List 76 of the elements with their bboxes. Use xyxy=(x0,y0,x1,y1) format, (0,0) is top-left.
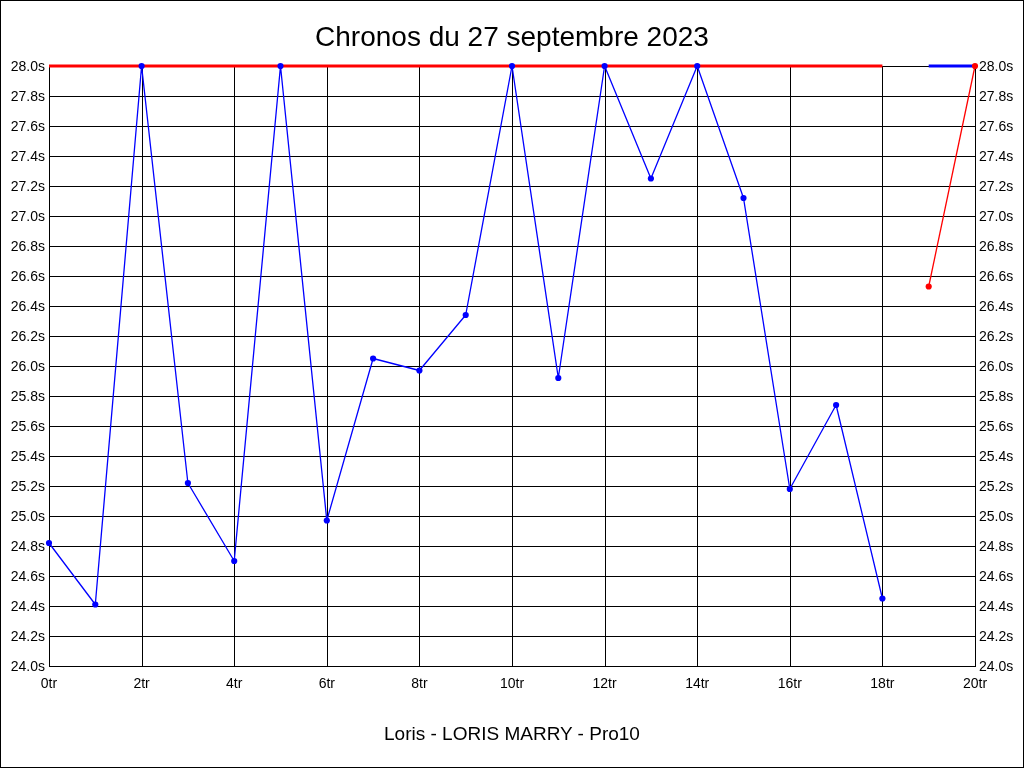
point xyxy=(647,175,654,182)
point xyxy=(925,283,932,290)
y-tick-label: 26.0s xyxy=(10,357,45,374)
point xyxy=(508,62,516,70)
y-tick-label: 25.8s xyxy=(10,387,45,404)
x-tick-label: 2tr xyxy=(133,675,151,691)
y-tick-label: 25.2s xyxy=(10,477,45,494)
point xyxy=(370,355,377,362)
y-tick-label: 24.2s xyxy=(10,627,45,644)
y-tick-label: 26.2s xyxy=(10,327,45,344)
y2-tick-label: 25.6s xyxy=(979,417,1014,434)
point xyxy=(323,517,330,524)
y2-tick-label: 27.8s xyxy=(979,87,1014,104)
y2-tick-label: 24.6s xyxy=(979,567,1014,584)
point xyxy=(231,557,238,565)
y-tick-label: 24.0s xyxy=(10,657,45,674)
y-tick-label: 27.4s xyxy=(10,147,45,164)
point xyxy=(694,62,701,70)
chart-title: Chronos du 27 septembre 2023 xyxy=(315,21,709,52)
y2-tick-label: 24.0s xyxy=(979,657,1014,674)
point xyxy=(879,595,886,602)
y2-tick-label: 26.2s xyxy=(979,327,1014,344)
y-tick-label: 26.8s xyxy=(10,237,45,254)
point xyxy=(555,374,562,382)
point xyxy=(416,367,423,374)
y-tick-label: 25.6s xyxy=(10,417,45,434)
point xyxy=(462,311,469,319)
y2-tick-label: 24.8s xyxy=(979,537,1014,554)
y2-tick-label: 27.4s xyxy=(979,147,1014,164)
y2-tick-label: 27.0s xyxy=(979,207,1014,224)
y2-tick-label: 26.4s xyxy=(979,297,1014,314)
y2-tick-label: 25.4s xyxy=(979,447,1014,464)
y2-tick-label: 26.8s xyxy=(979,237,1014,254)
y2-tick-label: 26.6s xyxy=(979,267,1014,284)
point xyxy=(45,539,53,547)
y-tick-label: 28.0s xyxy=(10,57,45,74)
y2-tick-label: 24.4s xyxy=(979,597,1014,614)
point xyxy=(740,194,747,202)
y-tick-label: 25.0s xyxy=(10,507,45,524)
y-tick-label: 27.0s xyxy=(10,207,45,224)
y2-tick-label: 25.0s xyxy=(979,507,1014,524)
y2-tick-label: 25.8s xyxy=(979,387,1014,404)
x-tick-label: 14tr xyxy=(685,675,710,691)
x-tick-label: 20tr xyxy=(962,675,988,691)
y-tick-label: 26.4s xyxy=(10,297,45,314)
point xyxy=(92,601,99,608)
y2-tick-label: 25.2s xyxy=(979,477,1014,494)
point xyxy=(277,62,284,70)
x-tick-label: 10tr xyxy=(499,675,525,691)
y2-tick-label: 27.2s xyxy=(979,177,1014,194)
x-tick-label: 4tr xyxy=(226,675,243,691)
y-tick-label: 27.6s xyxy=(10,117,45,134)
y-tick-label: 25.4s xyxy=(10,447,45,464)
y-tick-label: 24.4s xyxy=(10,597,45,614)
y-tick-label: 26.6s xyxy=(10,267,45,284)
point xyxy=(971,62,979,70)
y-tick-label: 27.8s xyxy=(10,87,45,104)
y2-tick-label: 24.2s xyxy=(979,627,1014,644)
point xyxy=(833,401,840,409)
x-tick-label: 0tr xyxy=(40,675,58,691)
x-tick-label: 6tr xyxy=(318,675,336,691)
y2-tick-label: 27.6s xyxy=(979,117,1014,134)
point xyxy=(184,479,191,487)
x-tick-label: 12tr xyxy=(592,675,617,691)
y-tick-label: 27.2s xyxy=(10,177,45,194)
point xyxy=(786,485,793,493)
y2-tick-label: 26.0s xyxy=(979,357,1014,374)
x-tick-label: 8tr xyxy=(411,675,428,691)
y-tick-label: 24.8s xyxy=(10,537,45,554)
point xyxy=(601,62,608,70)
x-axis-title: Loris - LORIS MARRY - Pro10 xyxy=(384,723,640,744)
x-tick-label: 16tr xyxy=(777,675,803,691)
y-tick-label: 24.6s xyxy=(10,567,45,584)
x-tick-label: 18tr xyxy=(870,675,895,691)
point xyxy=(138,62,145,70)
y2-tick-label: 28.0s xyxy=(979,57,1014,74)
